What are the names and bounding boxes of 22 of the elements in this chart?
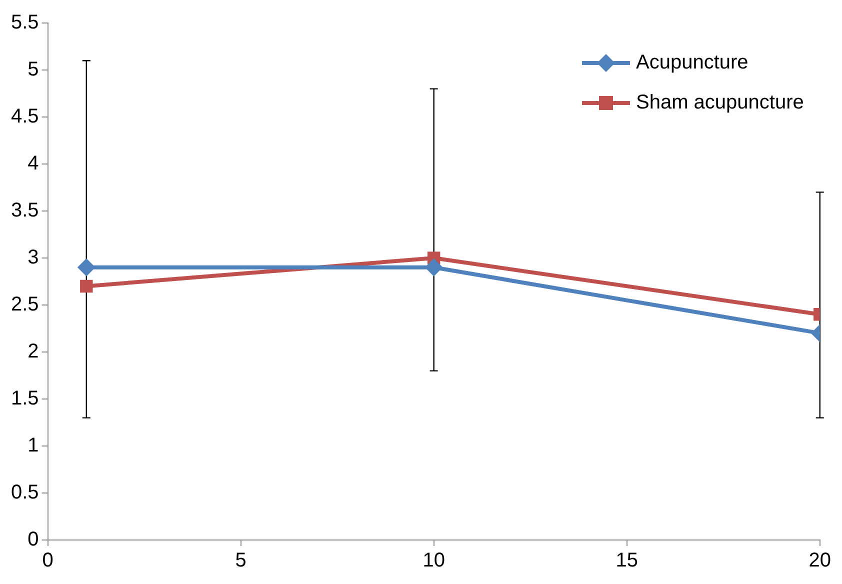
point <box>77 258 96 276</box>
y-tick-label: 0.5 <box>10 482 39 504</box>
x-tick-label: 0 <box>42 550 54 572</box>
y-tick-label: 2.5 <box>10 294 39 316</box>
x-tick-label: 20 <box>808 550 831 572</box>
y-tick-label: 3 <box>28 246 39 269</box>
point <box>80 280 93 293</box>
y-tick-label: 1.5 <box>10 388 39 410</box>
y-tick-label: 4.5 <box>10 106 39 128</box>
y-tick-label: 3.5 <box>10 200 39 222</box>
point <box>424 258 443 276</box>
x-tick-label: 15 <box>616 550 638 572</box>
y-tick-label: 2 <box>28 340 39 363</box>
y-tick-label: 0 <box>28 528 39 551</box>
x-tick-label: 5 <box>235 550 246 572</box>
y-tick-label: 1 <box>28 434 39 457</box>
legend-label: Sham acupuncture <box>636 92 804 114</box>
legend-label: Acupuncture <box>636 52 748 74</box>
x-tick-label: 10 <box>422 550 445 572</box>
y-tick-label: 5 <box>28 58 39 81</box>
y-tick-label: 5.5 <box>10 12 39 34</box>
y-tick-label: 4 <box>28 152 39 175</box>
